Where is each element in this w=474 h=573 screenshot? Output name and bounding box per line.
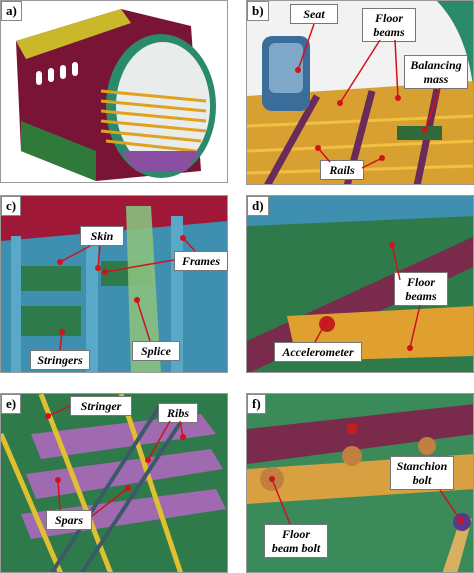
callout-label: Floor beams xyxy=(394,272,448,306)
callout-label: Ribs xyxy=(158,403,198,423)
callout-label: Spars xyxy=(46,510,92,530)
callout-label: Floor beam bolt xyxy=(264,524,328,558)
callout-label: Accelerometer xyxy=(274,342,362,362)
panel-a: a) xyxy=(0,0,228,183)
callout-label: Rails xyxy=(320,160,364,180)
callout-label: Splice xyxy=(132,341,180,361)
panel-c: c) xyxy=(0,195,228,373)
panel-tag: c) xyxy=(1,196,22,216)
panel-tag: a) xyxy=(1,1,22,21)
callout-label: Stringers xyxy=(30,350,90,370)
cylinder-render xyxy=(1,1,227,182)
panel-tag: b) xyxy=(247,1,269,21)
callout-label: Frames xyxy=(174,251,228,271)
callout-label: Balancing mass xyxy=(404,55,468,89)
panel-tag: e) xyxy=(1,394,22,414)
callout-label: Stringer xyxy=(70,396,132,416)
floor-render xyxy=(247,1,473,184)
panel-tag: f) xyxy=(247,394,266,414)
callout-label: Stanchion bolt xyxy=(390,456,454,490)
callout-label: Seat xyxy=(290,4,338,24)
panel-b: b) xyxy=(246,0,474,185)
panel-tag: d) xyxy=(247,196,269,216)
skin-render xyxy=(1,196,227,372)
callout-label: Skin xyxy=(80,226,124,246)
callout-label: Floor beams xyxy=(362,8,416,42)
rib-render xyxy=(1,394,227,572)
